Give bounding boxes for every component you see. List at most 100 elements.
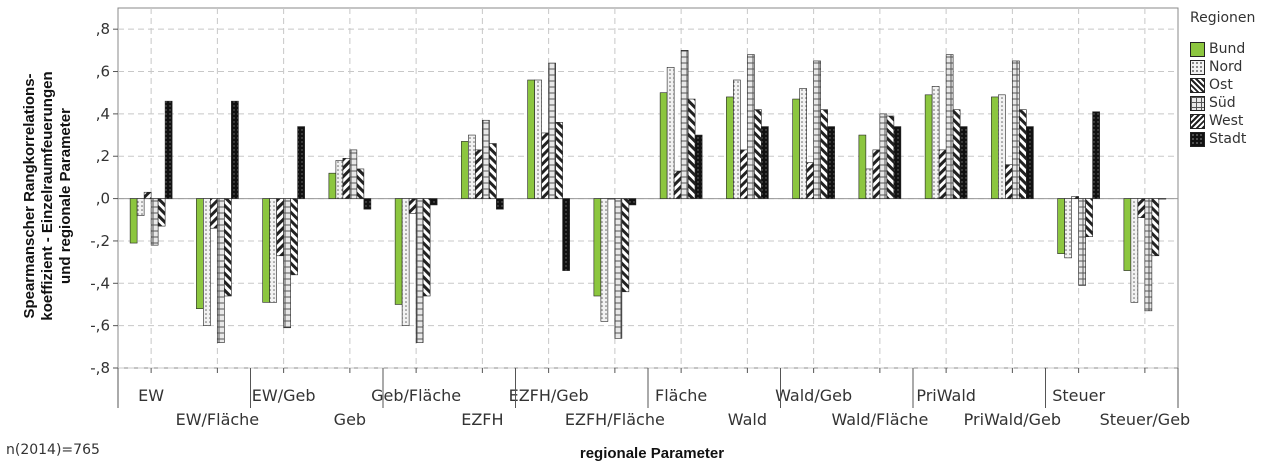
bar-bund: [129, 198, 138, 244]
bar-stadt: [694, 134, 703, 199]
bar-west: [1019, 109, 1027, 199]
legend-swatch: [1190, 113, 1205, 129]
bar-süd: [1078, 198, 1086, 286]
bar-bund: [196, 198, 204, 310]
y-tick-label: -,6: [90, 317, 110, 335]
bar-stadt: [429, 198, 438, 206]
bar-süd: [1144, 198, 1153, 312]
bar-stadt: [562, 198, 570, 271]
bar-west: [952, 109, 961, 199]
bar-west: [754, 109, 762, 199]
bar-ost: [408, 198, 417, 214]
legend-item-ost: Ost: [1190, 76, 1255, 94]
bar-süd: [150, 198, 159, 246]
bar-west: [1085, 198, 1093, 238]
legend: Regionen Bund Nord Ost Süd West Stadt: [1190, 10, 1255, 148]
x-tick-label: PriWald: [916, 386, 976, 405]
bar-bund: [1123, 198, 1132, 271]
bar-ost: [938, 149, 947, 199]
legend-swatch: [1190, 41, 1205, 57]
bar-west: [157, 198, 166, 227]
legend-swatch: [1190, 95, 1205, 111]
bar-bund: [659, 92, 668, 199]
bar-süd: [813, 60, 821, 199]
x-tick-label: EW/Fläche: [176, 410, 260, 429]
bar-nord: [534, 79, 542, 199]
y-axis-title: Spearmanscher Rangkorrelations- koeffizi…: [21, 71, 74, 320]
bar-süd: [482, 119, 490, 199]
x-tick-label: Wald/Geb: [775, 386, 852, 405]
bar-stadt: [297, 126, 305, 199]
bar-bund: [527, 79, 535, 199]
bar-süd: [747, 54, 755, 199]
bar-ost: [475, 149, 483, 199]
bar-west: [224, 198, 232, 297]
legend-title: Regionen: [1190, 10, 1256, 26]
bar-ost: [276, 198, 284, 257]
legend-label: Nord: [1209, 59, 1243, 75]
bar-west: [422, 198, 431, 297]
bar-nord: [136, 198, 145, 216]
bar-süd: [1012, 60, 1020, 199]
bar-ost: [607, 198, 616, 200]
y-tick-label: -,2: [90, 232, 110, 250]
bar-nord: [1130, 198, 1139, 303]
x-tick-label: PriWald/Geb: [964, 410, 1061, 429]
bar-bund: [792, 98, 800, 199]
y-axis-title-line-1: Spearmanscher Rangkorrelations-: [21, 73, 38, 318]
bar-stadt: [893, 126, 902, 199]
legend-label: Bund: [1209, 41, 1246, 57]
bar-nord: [401, 198, 410, 326]
legend-swatch: [1190, 59, 1205, 75]
bar-nord: [998, 94, 1006, 199]
x-tick-label: Geb/Fläche: [371, 386, 461, 405]
bar-ost: [673, 170, 682, 199]
bar-stadt: [164, 100, 173, 199]
legend-item-bund: Bund: [1190, 40, 1255, 58]
bar-ost: [1005, 164, 1013, 199]
y-tick-label: ,4: [96, 105, 110, 123]
legend-label: West: [1209, 113, 1244, 129]
bar-ost: [342, 158, 351, 199]
bar-ost: [1071, 196, 1079, 199]
x-tick-label: Geb: [334, 410, 366, 429]
x-tick-label: EW/Geb: [252, 386, 316, 405]
bar-süd: [217, 198, 225, 343]
bar-stadt: [496, 198, 504, 210]
legend-item-süd: Süd: [1190, 94, 1255, 112]
y-tick-label: ,2: [96, 147, 110, 165]
bar-west: [1151, 198, 1160, 257]
bar-ost: [872, 149, 881, 199]
legend-label: Süd: [1209, 95, 1236, 111]
bar-nord: [666, 66, 675, 199]
bar-stadt: [959, 126, 968, 199]
bar-bund: [461, 141, 469, 199]
x-tick-label: Fläche: [655, 386, 707, 405]
legend-item-west: West: [1190, 112, 1255, 130]
bar-nord: [335, 160, 344, 199]
bar-süd: [415, 198, 424, 343]
bar-süd: [614, 198, 623, 339]
bar-west: [489, 143, 497, 199]
x-tick-label: Steuer: [1052, 386, 1105, 405]
y-axis-title-line-3: und regionale Parameter: [57, 108, 74, 284]
bar-bund: [394, 198, 403, 305]
bar-west: [886, 115, 895, 199]
bar-stadt: [628, 198, 637, 206]
bar-süd: [680, 50, 689, 199]
bar-stadt: [1026, 126, 1034, 199]
bar-ost: [740, 149, 748, 199]
legend-label: Ost: [1209, 77, 1233, 93]
y-tick-label: ,8: [96, 20, 110, 38]
bar-west: [687, 98, 696, 199]
y-tick-label: ,0: [96, 190, 110, 208]
bar-ost: [806, 162, 814, 199]
bar-nord: [203, 198, 211, 326]
bar-süd: [349, 149, 358, 199]
bar-süd: [283, 198, 291, 329]
bar-stadt: [1158, 198, 1167, 200]
bar-west: [820, 109, 828, 199]
legend-swatch: [1190, 77, 1205, 93]
bar-stadt: [231, 100, 239, 199]
